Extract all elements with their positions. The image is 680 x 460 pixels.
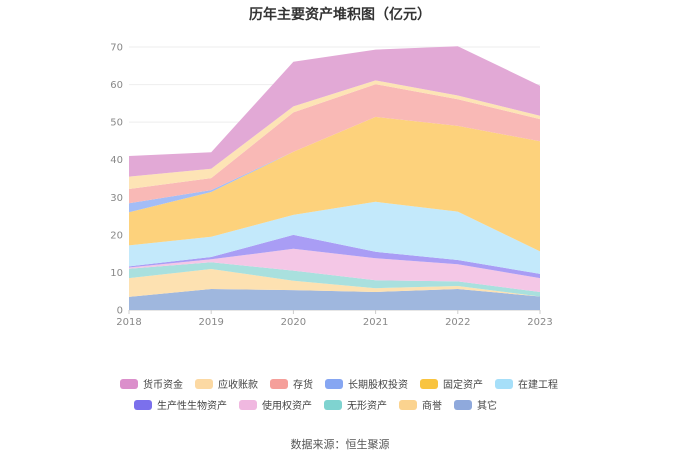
area-无形资产 — [129, 262, 540, 297]
area-存货 — [129, 84, 540, 204]
area-货币资金 — [129, 46, 540, 177]
legend-label: 其它 — [477, 401, 497, 412]
legend-label: 存货 — [293, 380, 313, 391]
legend-item[interactable]: 货币资金 — [120, 376, 183, 391]
area-在建工程 — [129, 201, 540, 274]
legend-swatch — [195, 378, 213, 389]
legend-item[interactable]: 无形资产 — [324, 397, 387, 412]
x-tick-label: 2019 — [198, 317, 223, 328]
area-固定资产 — [129, 116, 540, 252]
legend-item[interactable]: 在建工程 — [495, 376, 558, 391]
area-使用权资产 — [129, 248, 540, 292]
legend-label: 货币资金 — [143, 380, 183, 391]
area-应收账款 — [129, 80, 540, 189]
x-tick-label: 2023 — [527, 317, 552, 328]
legend-label: 固定资产 — [443, 380, 483, 391]
legend-item[interactable]: 长期股权投资 — [325, 376, 408, 391]
legend-label: 生产性生物资产 — [157, 401, 227, 412]
legend-label: 无形资产 — [347, 401, 387, 412]
x-tick-label: 2021 — [363, 317, 388, 328]
x-tick-label: 2020 — [281, 317, 306, 328]
area-生产性生物资产 — [129, 234, 540, 279]
legend-swatch — [420, 378, 438, 389]
chart-legend: 货币资金 应收账款 存货 长期股权投资 固定资产 在建工程生产性生物资产 使用权资产 无形资产… — [120, 376, 580, 418]
legend-swatch — [270, 378, 288, 389]
x-tick-label: 2022 — [445, 317, 470, 328]
legend-item[interactable]: 使用权资产 — [239, 397, 312, 412]
chart-title: 历年主要资产堆积图（亿元） — [249, 7, 431, 23]
legend-swatch — [239, 399, 257, 410]
y-tick-label: 50 — [110, 118, 123, 129]
legend-swatch — [495, 378, 513, 389]
legend-row: 货币资金 应收账款 存货 长期股权投资 固定资产 在建工程 — [120, 376, 580, 391]
legend-item[interactable]: 生产性生物资产 — [134, 397, 227, 412]
legend-swatch — [325, 378, 343, 389]
area-商誉 — [129, 269, 540, 297]
legend-swatch — [324, 399, 342, 410]
legend-item[interactable]: 固定资产 — [420, 376, 483, 391]
y-tick-label: 60 — [110, 80, 123, 91]
y-tick-label: 40 — [110, 155, 123, 166]
y-tick-label: 0 — [117, 306, 123, 317]
legend-label: 商誉 — [422, 401, 442, 412]
y-tick-label: 10 — [110, 268, 123, 279]
y-tick-label: 20 — [110, 230, 123, 241]
legend-swatch — [134, 399, 152, 410]
legend-item[interactable]: 商誉 — [399, 397, 442, 412]
legend-label: 应收账款 — [218, 380, 258, 391]
y-tick-label: 30 — [110, 193, 123, 204]
legend-item[interactable]: 存货 — [270, 376, 313, 391]
legend-row: 生产性生物资产 使用权资产 无形资产 商誉 其它 — [120, 397, 580, 412]
data-source-label: 数据来源：恒生聚源 — [290, 438, 390, 451]
legend-item[interactable]: 应收账款 — [195, 376, 258, 391]
legend-label: 使用权资产 — [262, 401, 312, 412]
legend-swatch — [399, 399, 417, 410]
y-tick-label: 70 — [110, 43, 123, 54]
legend-swatch — [120, 378, 138, 389]
legend-label: 在建工程 — [518, 380, 558, 391]
area-其它 — [129, 289, 540, 310]
x-tick-label: 2018 — [116, 317, 141, 328]
legend-item[interactable]: 其它 — [454, 397, 497, 412]
legend-label: 长期股权投资 — [348, 380, 408, 391]
legend-swatch — [454, 399, 472, 410]
